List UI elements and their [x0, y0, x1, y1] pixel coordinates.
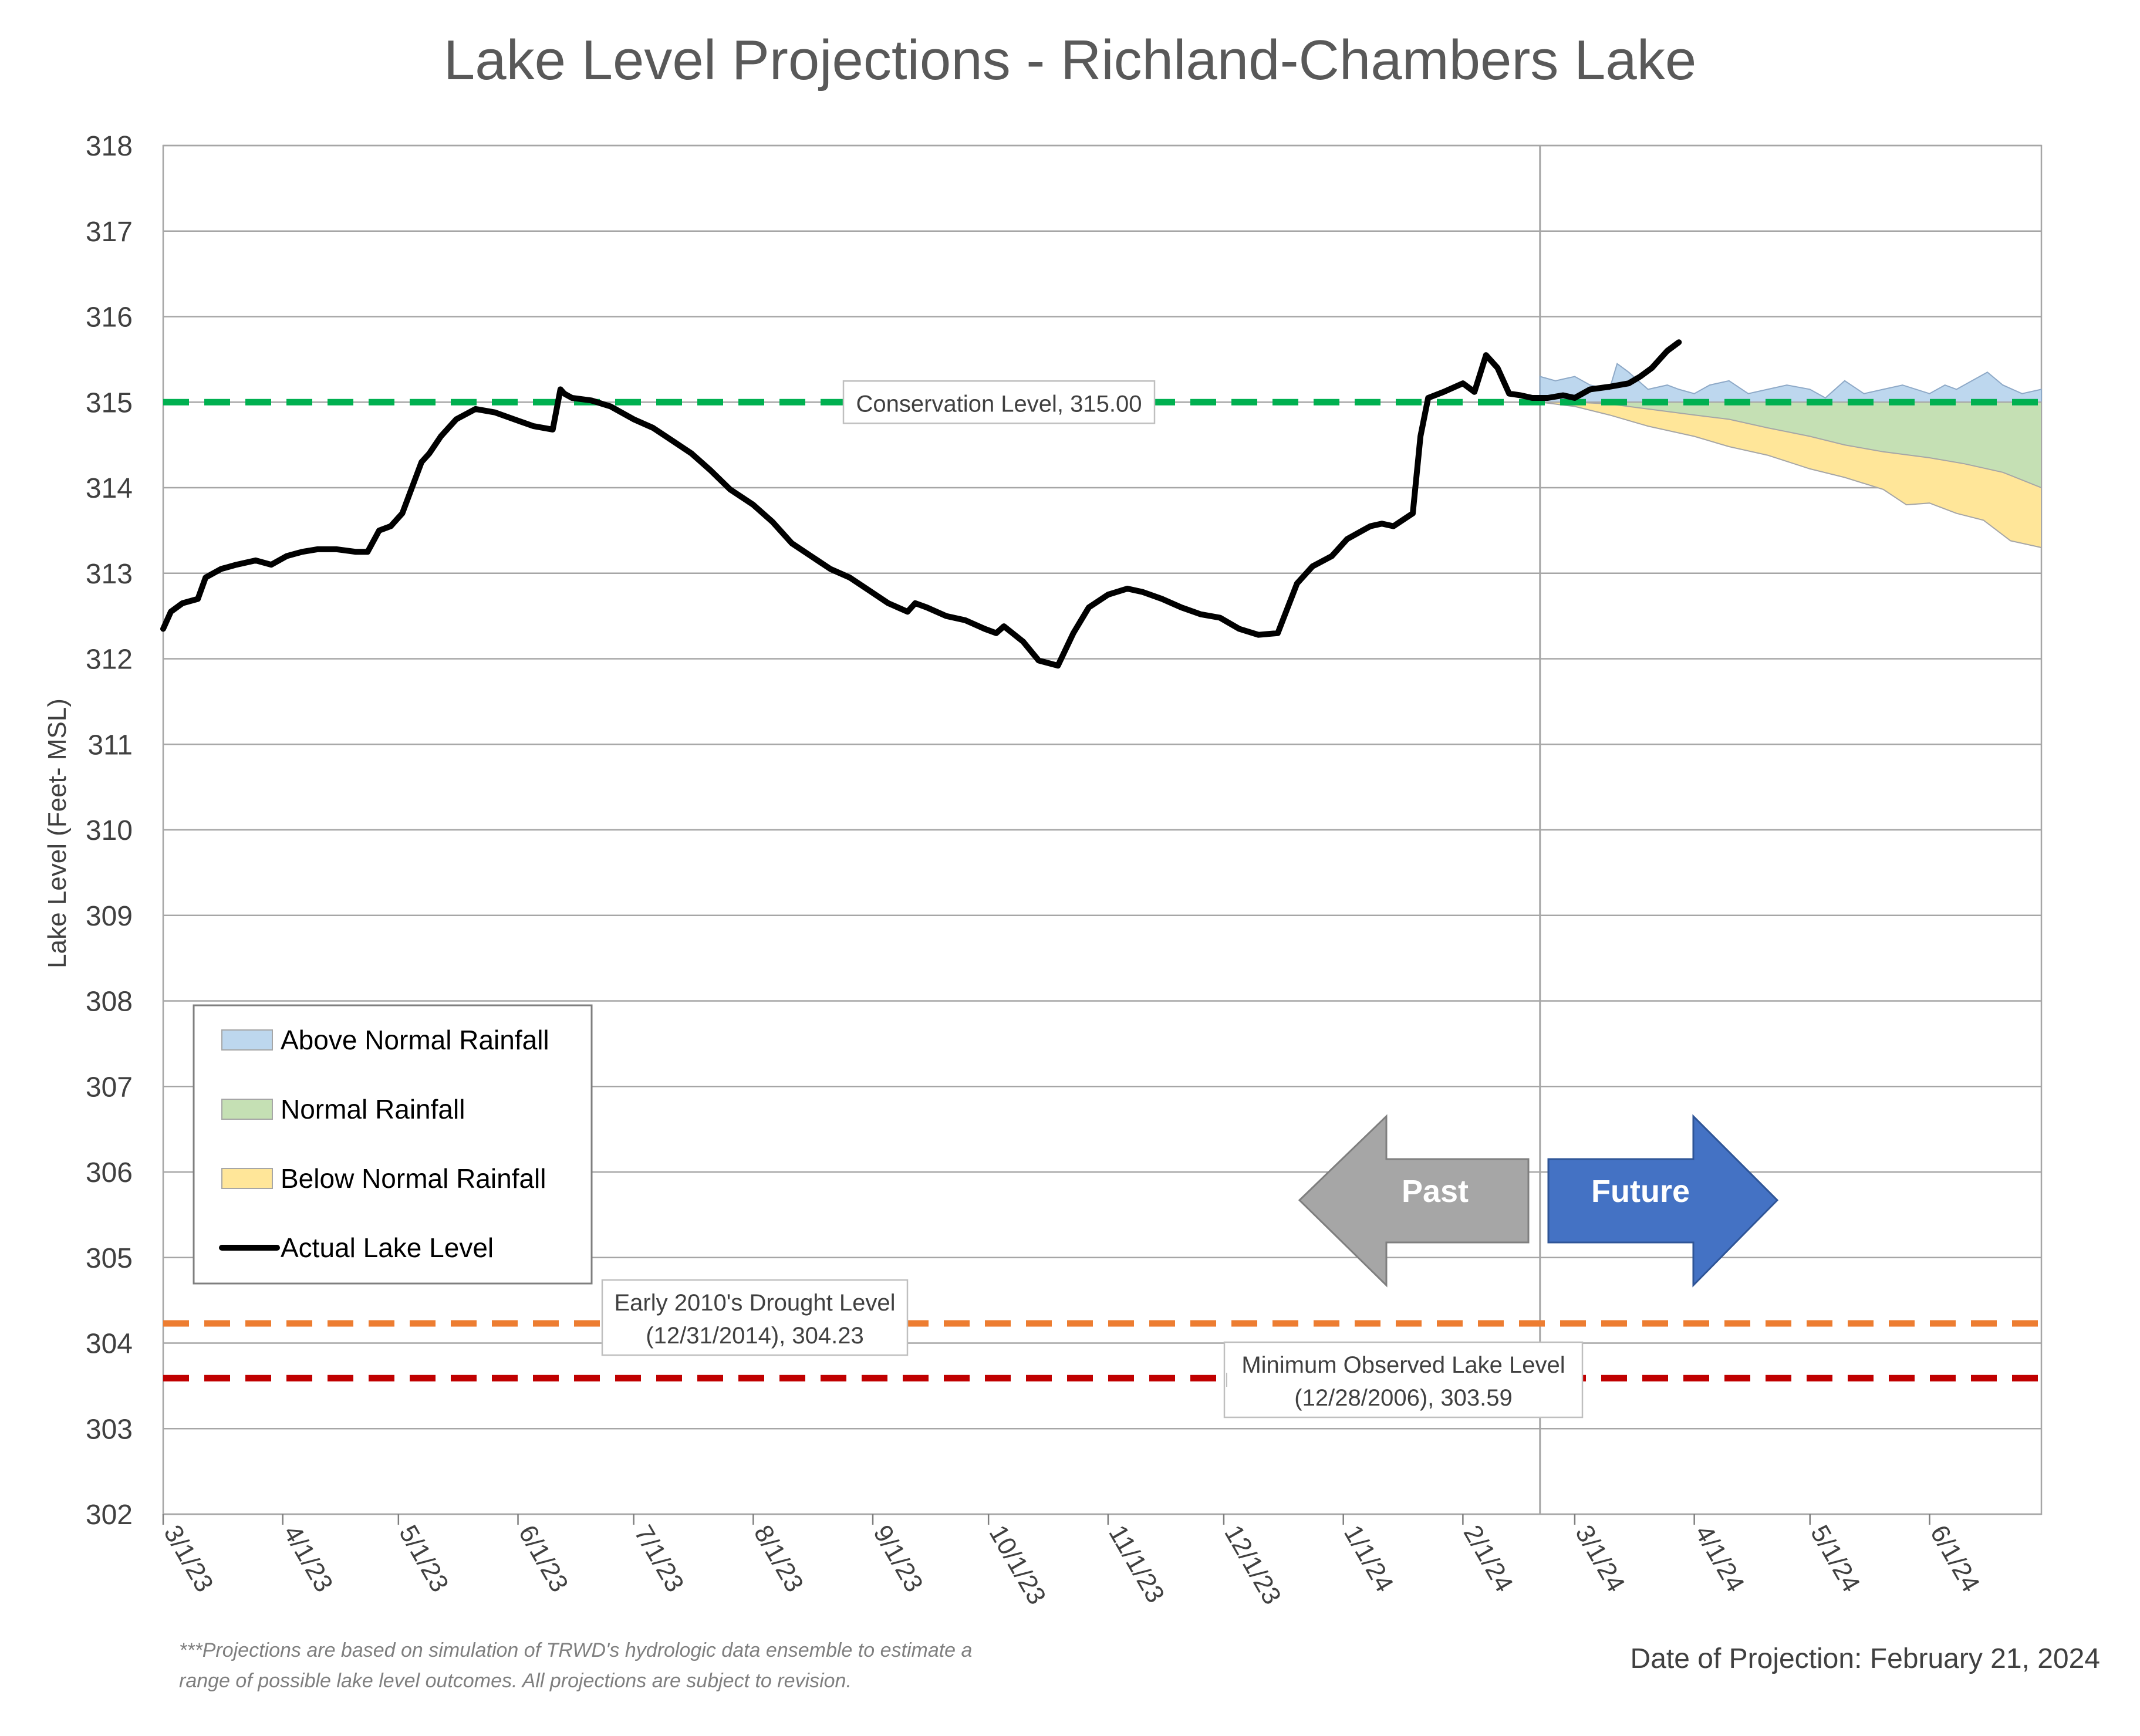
past-arrow	[1298, 1114, 1530, 1288]
series-line-actual-lake-level	[160, 339, 1682, 669]
projection-date-label: Date of Projection: February 21, 2024	[1631, 1643, 2100, 1674]
legend-box	[193, 1004, 593, 1285]
x-tick-label: 7/1/23	[629, 1521, 690, 1597]
actual-line-layer	[160, 339, 1682, 669]
future-arrow	[1547, 1114, 1779, 1288]
y-tick-label: 304	[86, 1329, 133, 1360]
legend-label: Normal Rainfall	[281, 1094, 465, 1124]
y-tick-label: 305	[86, 1243, 133, 1274]
annotation-minimum-text: Minimum Observed Lake Level	[1241, 1352, 1565, 1378]
gridlines	[162, 144, 2043, 1515]
legend-swatch	[221, 1168, 273, 1189]
plot-frame	[162, 144, 2043, 1515]
x-tick-label: 9/1/23	[868, 1521, 929, 1597]
x-tick-label: 5/1/24	[1805, 1521, 1866, 1597]
reference-lines	[163, 398, 2041, 1382]
annotation-conservation-text: Conservation Level, 315.00	[856, 391, 1142, 417]
x-tick-label: 11/1/23	[1103, 1521, 1170, 1608]
past-label: Past	[1402, 1174, 1469, 1209]
chart-title: Lake Level Projections - Richland-Chambe…	[444, 29, 1696, 92]
x-tick-label: 2/1/24	[1458, 1521, 1519, 1597]
annotation-minimum-text: (12/28/2006), 303.59	[1294, 1385, 1512, 1411]
annotation-drought-box	[601, 1279, 909, 1356]
legend-label: Above Normal Rainfall	[281, 1025, 549, 1055]
y-tick-label: 315	[86, 387, 133, 418]
y-tick-label: 309	[86, 901, 133, 932]
y-tick-label: 316	[86, 302, 133, 333]
footnote-line-1: ***Projections are based on simulation o…	[179, 1639, 972, 1661]
x-tick-label: 4/1/24	[1689, 1521, 1750, 1597]
x-tick-label: 6/1/24	[1925, 1521, 1986, 1597]
legend-label: Actual Lake Level	[281, 1232, 494, 1263]
annotations: Conservation Level, 315.00 Early 2010's D…	[601, 380, 1584, 1418]
future-label: Future	[1591, 1174, 1690, 1209]
legend-swatch	[221, 1099, 273, 1120]
y-tick-label: 303	[86, 1414, 133, 1445]
y-tick-label: 302	[86, 1499, 133, 1531]
annotation-drought-text: Early 2010's Drought Level	[614, 1290, 895, 1316]
y-tick-label: 308	[86, 987, 133, 1018]
y-tick-label: 307	[86, 1072, 133, 1103]
legend-label: Below Normal Rainfall	[281, 1163, 546, 1194]
x-tick-label: 8/1/23	[748, 1521, 809, 1597]
legend: Above Normal Rainfall Normal Rainfall Belo…	[193, 1004, 593, 1285]
x-tick-label: 10/1/23	[983, 1521, 1051, 1610]
y-tick-label: 306	[86, 1157, 133, 1188]
footnote-line-2: range of possible lake level outcomes. A…	[179, 1670, 852, 1692]
x-tick-label: 6/1/23	[513, 1521, 574, 1597]
y-tick-label: 317	[86, 217, 133, 248]
x-tick-label: 4/1/23	[278, 1521, 339, 1597]
annotation-minimum-box	[1223, 1341, 1584, 1418]
x-tick-label: 3/1/23	[158, 1521, 219, 1597]
annotation-conservation-box	[842, 380, 1156, 424]
y-tick-label: 313	[86, 559, 133, 590]
projection-areas	[1539, 363, 2042, 549]
area-normal	[1540, 401, 2042, 489]
axes: 302 303 304 305 306 307 308 309 310 311 312 313 314 3…	[86, 131, 1985, 1609]
y-tick-label: 314	[86, 473, 133, 504]
y-tick-label: 312	[86, 644, 133, 676]
y-tick-label: 310	[86, 815, 133, 846]
x-tick-label: 3/1/24	[1569, 1521, 1631, 1597]
annotation-drought-text: (12/31/2014), 304.23	[646, 1323, 863, 1349]
x-tick-label: 12/1/23	[1218, 1521, 1287, 1610]
past-future-arrows: Past Future	[1298, 1114, 1779, 1288]
y-tick-label: 318	[86, 131, 133, 162]
x-tick-label: 1/1/24	[1338, 1521, 1399, 1597]
legend-swatch	[221, 1029, 273, 1051]
x-tick-label: 5/1/23	[393, 1521, 454, 1597]
y-axis-label: Lake Level (Feet- MSL)	[43, 698, 72, 968]
y-tick-label: 311	[87, 729, 133, 761]
